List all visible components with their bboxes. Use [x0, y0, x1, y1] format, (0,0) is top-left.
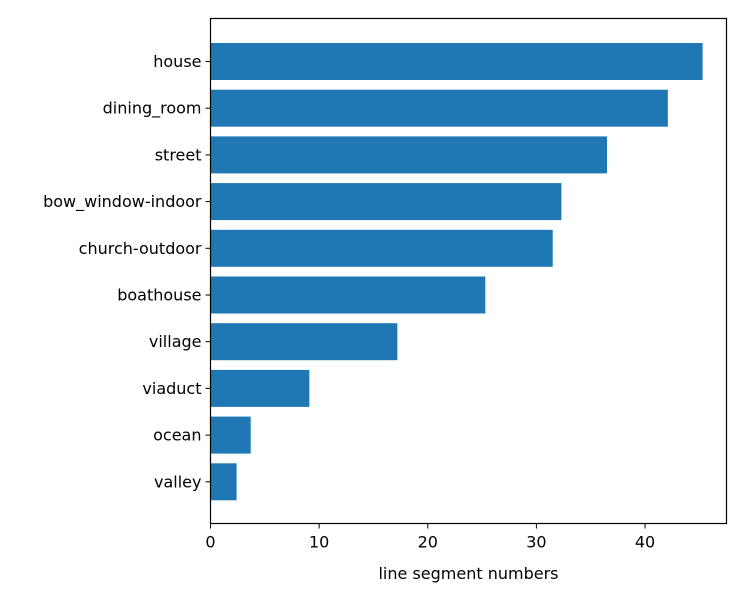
bar-boathouse: [210, 276, 486, 314]
y-tick-label: bow_window-indoor: [43, 192, 202, 212]
y-tick-label: village: [149, 332, 202, 351]
plot-frame: [209, 17, 728, 525]
bar-church-outdoor: [210, 229, 553, 267]
y-tick-label: church-outdoor: [79, 239, 202, 258]
x-axis-ticks: 0 10 20 30 40: [205, 523, 655, 552]
bar-house: [210, 43, 703, 80]
x-tick-label: 40: [635, 533, 655, 552]
y-tick-label: street: [155, 145, 202, 164]
bar-ocean: [210, 416, 251, 454]
y-tick-label: ocean: [153, 426, 201, 445]
x-tick-label: 20: [418, 533, 438, 552]
y-tick-label: house: [153, 52, 201, 71]
y-tick-label: dining_room: [103, 99, 202, 119]
bar-village: [210, 323, 398, 361]
x-tick-label: 30: [526, 533, 546, 552]
bar-viaduct: [210, 369, 310, 407]
bar-street: [210, 136, 608, 174]
x-axis-label: line segment numbers: [378, 564, 558, 583]
bar-dining_room: [210, 89, 668, 127]
bar-bow_window-indoor: [210, 183, 562, 221]
bars-layer: [210, 43, 703, 501]
y-tick-label: viaduct: [142, 379, 201, 398]
y-tick-label: boathouse: [117, 286, 201, 305]
bar-valley: [210, 463, 237, 501]
x-tick-label: 0: [205, 533, 215, 552]
y-tick-label: valley: [154, 472, 201, 491]
x-tick-label: 10: [309, 533, 329, 552]
